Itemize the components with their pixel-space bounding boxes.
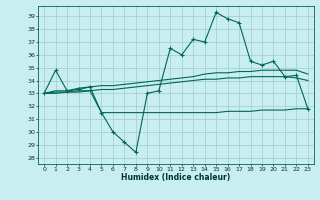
- X-axis label: Humidex (Indice chaleur): Humidex (Indice chaleur): [121, 173, 231, 182]
